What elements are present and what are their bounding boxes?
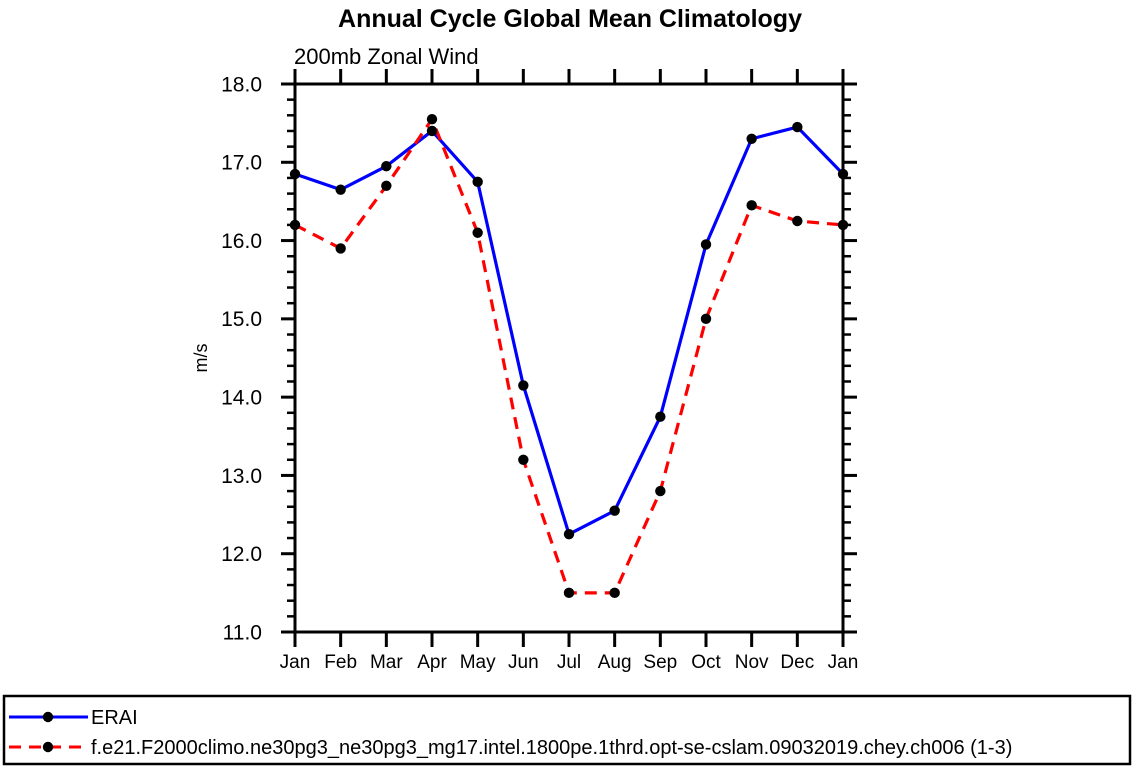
legend-marker-dot-icon [42, 741, 54, 753]
data-point-marker-model [518, 454, 529, 465]
x-tick-label: Jul [557, 652, 581, 673]
x-tick-label: Sep [643, 652, 677, 673]
x-tick-label: Jun [508, 652, 539, 673]
y-tick-label: 14.0 [221, 386, 262, 409]
x-tick-label: Jan [280, 652, 311, 673]
data-point-marker-model [381, 180, 392, 191]
data-point-marker-model [792, 215, 803, 227]
x-tick-label: Dec [780, 652, 814, 673]
y-tick-label: 16.0 [221, 230, 262, 253]
y-tick-label: 15.0 [221, 308, 262, 331]
data-point-marker-model [426, 114, 438, 125]
x-tick-label: Apr [417, 652, 447, 673]
data-point-marker-erai [609, 505, 620, 516]
chart-title: Annual Cycle Global Mean Climatology [338, 5, 802, 33]
y-axis-title: m/s [191, 344, 211, 373]
axes-layer: Jan Feb Mar Apr May Jun Jul Aug Sep Oct Nov Dec Jan 1… [221, 69, 858, 673]
legend-label-erai: ERAI [91, 707, 138, 729]
x-tick-label: Nov [735, 652, 769, 673]
data-point-marker-erai [518, 380, 529, 391]
series-line-model [294, 115, 844, 595]
data-point-marker-erai [746, 133, 757, 144]
x-tick-label: Jan [828, 652, 859, 673]
y-tick-label: 18.0 [221, 73, 262, 96]
data-point-marker-model [700, 313, 712, 325]
data-point-marker-model [335, 243, 346, 254]
chart-subtitle: 200mb Zonal Wind [294, 44, 479, 69]
y-tick-label: 12.0 [221, 543, 262, 566]
data-point-marker-model [563, 587, 575, 599]
data-point-marker-model [472, 227, 483, 238]
plot-frame-rect [293, 82, 845, 634]
y-tick-label: 11.0 [223, 621, 262, 644]
y-tick-label: 13.0 [221, 465, 262, 488]
series-line-erai [294, 125, 845, 537]
data-point-marker-erai [426, 125, 438, 137]
x-tick-label: Aug [598, 652, 632, 673]
series-layer [289, 114, 849, 599]
legend-label-model: f.e21.F2000climo.ne30pg3_ne30pg3_mg17.in… [91, 737, 1012, 759]
data-point-marker-erai [472, 176, 483, 188]
y-tick-label: 17.0 [221, 152, 262, 175]
data-point-marker-erai [700, 239, 712, 250]
x-tick-label: May [460, 652, 496, 673]
x-tick-label: Oct [691, 652, 721, 673]
legend-entry-erai: ERAI [9, 707, 138, 729]
legend-border [2, 694, 1132, 766]
x-tick-label: Mar [370, 652, 403, 673]
data-point-marker-model [655, 485, 666, 497]
data-point-marker-erai [792, 121, 803, 133]
data-point-marker-erai [335, 184, 346, 195]
legend-entry-model: f.e21.F2000climo.ne30pg3_ne30pg3_mg17.in… [9, 737, 1012, 759]
plot-frame [293, 82, 845, 634]
x-tick-label: Feb [324, 652, 357, 673]
data-point-marker-erai [655, 411, 666, 422]
data-point-marker-erai [563, 528, 575, 540]
legend-marker-dot-icon [42, 711, 54, 723]
data-point-marker-erai [381, 161, 392, 172]
data-point-marker-model [609, 587, 620, 599]
legend-box: ERAI f.e21.F2000climo.ne30pg3_ne30pg3_mg… [2, 694, 1132, 766]
data-point-marker-model [746, 200, 757, 211]
